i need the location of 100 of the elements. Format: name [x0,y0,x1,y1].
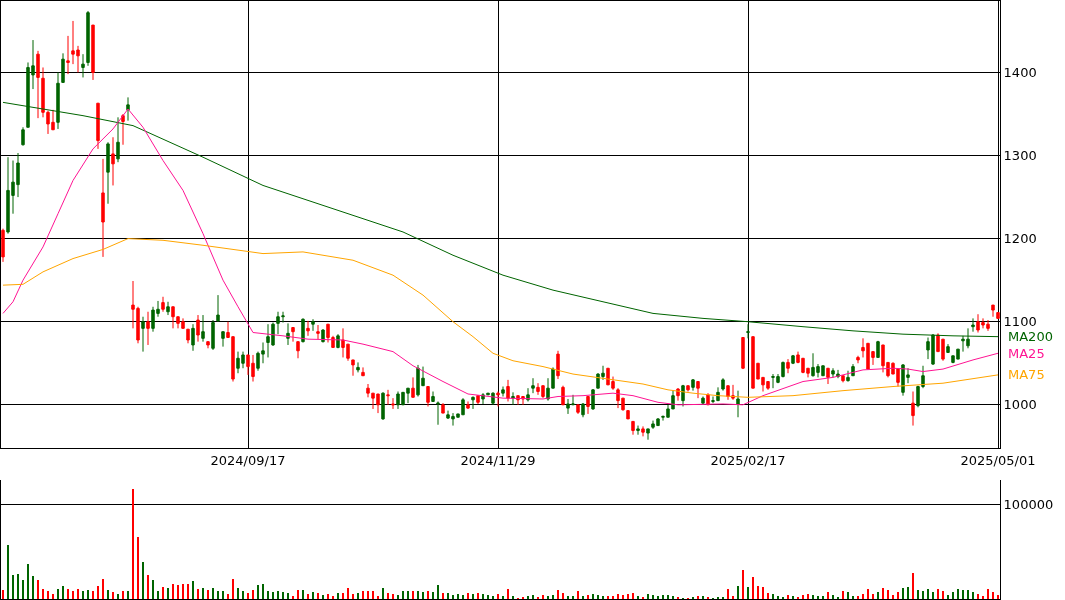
candlestick [556,350,560,380]
y-tick-label: 1000 [1003,397,1037,413]
candlestick [971,317,975,333]
candlestick [501,386,505,397]
candlestick [111,136,115,186]
candlestick [116,116,120,163]
candlestick [636,425,640,436]
candlestick [431,391,435,402]
candlestick [356,361,360,373]
candlestick [626,410,630,420]
candlestick [96,102,100,150]
candlestick [101,158,105,258]
candlestick [991,304,995,318]
candlestick [576,404,580,415]
candlestick [1,228,5,263]
candlestick [511,391,515,406]
candlestick [701,395,705,406]
candlestick [386,389,390,406]
candlestick [426,386,430,407]
candlestick [411,376,415,398]
x-tick-label: 2025/05/01 [960,452,1036,468]
y-tick-label: 100000 [1003,497,1054,513]
candlestick [61,52,65,83]
candlestick [476,395,480,405]
candlestick [631,420,635,436]
candlestick [146,311,150,346]
candlestick [201,314,205,343]
candlestick [361,366,365,377]
y-tick-label: 1300 [1003,148,1037,164]
candlestick [696,381,700,399]
candlestick [221,331,225,348]
candlestick [306,320,310,337]
candlestick [141,316,145,353]
candlestick [196,314,200,343]
y-tick-label: 1200 [1003,231,1037,247]
candlestick [911,391,915,427]
candlestick [496,391,500,407]
candlestick [591,388,595,411]
candlestick [186,328,190,344]
candlestick [126,96,130,122]
candlestick [391,397,395,410]
candlestick [66,35,70,75]
candlestick [691,378,695,392]
candlestick [21,126,25,147]
candlestick [216,294,220,323]
candlestick [441,402,445,414]
candlestick [681,384,685,407]
candlestick [91,24,95,81]
candlestick [86,10,90,67]
candlestick [746,323,750,339]
candlestick [876,340,880,358]
candlestick [826,367,830,385]
candlestick [291,327,295,343]
candlestick [296,341,300,359]
candlestick [301,317,305,343]
candlestick [161,296,165,313]
candlestick [586,395,590,415]
candlestick [206,341,210,349]
candlestick [791,354,795,365]
candlestick [286,322,290,346]
y-tick-label: 1100 [1003,314,1037,330]
candlestick [581,402,585,418]
candlestick [311,318,315,332]
candlestick [851,363,855,377]
candlestick [786,358,790,374]
candlestick [121,113,125,146]
candlestick [81,53,85,78]
candlestick [561,385,565,406]
candlestick [106,141,110,205]
candlestick [211,319,215,351]
candlestick [36,50,40,119]
line-series [2,108,999,406]
series-label: MA25 [1008,346,1045,361]
candlestick [856,355,860,364]
series-label: MA200 [1008,329,1053,344]
candlestick [471,395,475,410]
candlestick [706,392,710,406]
candlestick [316,324,320,340]
candlestick [736,390,740,418]
y-tick-label: 1400 [1003,65,1037,80]
line-series [2,238,999,398]
candlestick [686,385,690,392]
candlestick [641,425,645,437]
candlestick [721,377,725,392]
x-tick-label: 2024/11/29 [460,452,536,468]
candlestick [506,379,510,402]
candlestick [841,375,845,383]
candlestick [436,400,440,426]
candlestick [166,301,170,316]
candlestick [846,370,850,383]
candlestick [466,400,470,410]
candlestick [191,323,195,352]
candlestick [381,391,385,421]
candlestick [996,312,1000,319]
candlestick [321,328,325,343]
candlestick [351,359,355,377]
candlestick [741,337,745,370]
candlestick [646,428,650,441]
candlestick [531,377,535,394]
x-tick-label: 2024/09/17 [210,452,286,468]
